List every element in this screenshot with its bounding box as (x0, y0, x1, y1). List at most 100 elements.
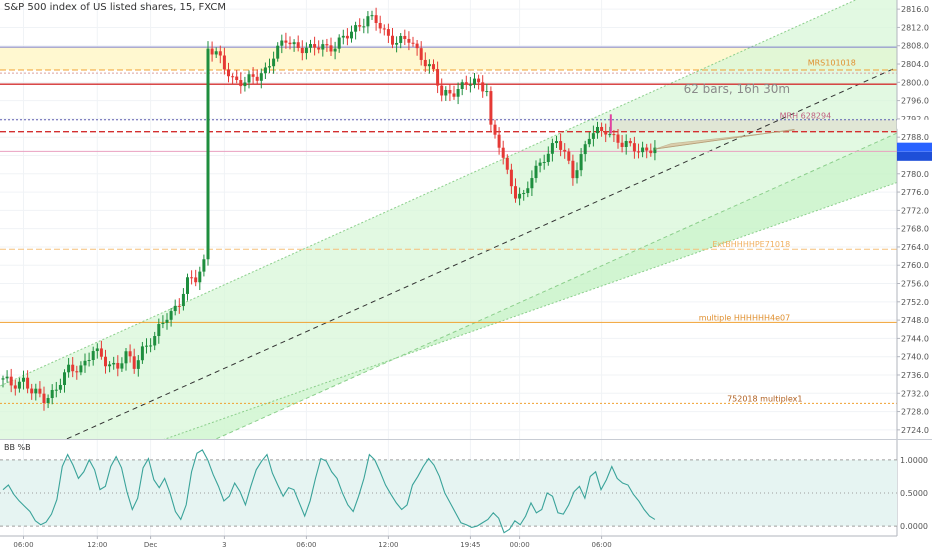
candle-body-129 (530, 178, 534, 189)
candle-body-153 (628, 140, 632, 144)
candle-body-142 (583, 144, 587, 155)
candle-body-62 (255, 76, 259, 81)
candle-body-134 (550, 143, 554, 154)
candle-body-114 (468, 84, 472, 86)
price-label-box-1 (897, 142, 932, 152)
candle-body-137 (563, 149, 567, 152)
candle-body-136 (559, 141, 563, 150)
candle-body-119 (489, 91, 493, 125)
candle-body-0 (1, 378, 5, 380)
annotation-0: 62 bars, 16h 30m (684, 82, 791, 96)
candle-body-61 (251, 74, 255, 77)
candle-body-77 (317, 47, 321, 50)
price-tick-label-7: 2788.0 (901, 133, 929, 142)
price-tick-label-4: 2800.0 (901, 78, 929, 87)
candle-body-41 (169, 311, 173, 320)
candle-body-78 (321, 44, 325, 50)
price-tick-label-20: 2736.0 (901, 371, 929, 380)
candle-body-91 (374, 15, 378, 23)
candle-body-150 (616, 134, 620, 143)
candle-body-106 (436, 69, 440, 86)
candle-body-154 (632, 143, 636, 152)
time-tick-label-4: 06:00 (296, 541, 316, 549)
price-tick-label-19: 2740.0 (901, 353, 929, 362)
candle-body-19 (79, 365, 83, 373)
channel-upper-band (0, 0, 897, 439)
candle-body-66 (272, 58, 276, 67)
candle-body-123 (505, 157, 509, 170)
candle-body-59 (243, 82, 247, 87)
candle-body-111 (456, 89, 460, 97)
candle-body-46 (190, 277, 194, 279)
candle-body-121 (497, 134, 501, 148)
candle-body-16 (67, 364, 71, 373)
candle-body-12 (50, 389, 54, 399)
candle-body-70 (288, 42, 292, 45)
candle-body-86 (354, 25, 358, 32)
price-tick-label-5: 2796.0 (901, 97, 929, 106)
price-label-box-3 (897, 119, 932, 129)
price-axis-bg (897, 0, 932, 550)
price-tick-label-15: 2756.0 (901, 280, 929, 289)
annotation-4: multiple HHHHHH4e07 (699, 313, 791, 322)
candle-body-87 (358, 25, 362, 27)
candle-body-28 (116, 362, 120, 369)
candle-body-50 (206, 48, 210, 260)
candle-body-73 (300, 47, 304, 54)
oscillator-tick-label-1: 0.5000 (900, 489, 928, 498)
candle-body-146 (600, 126, 604, 132)
candle-body-25 (104, 356, 107, 367)
price-tick-label-22: 2728.0 (901, 408, 929, 417)
candle-body-99 (407, 38, 411, 43)
candle-body-80 (329, 45, 333, 52)
candle-body-148 (608, 134, 612, 136)
candle-body-89 (366, 16, 370, 27)
candle-body-108 (444, 89, 448, 96)
candle-body-47 (194, 277, 198, 283)
candle-body-100 (411, 42, 415, 44)
candle-body-125 (514, 186, 517, 199)
time-tick-label-1: 12:00 (87, 541, 107, 549)
candle-body-34 (140, 346, 144, 361)
candle-body-96 (395, 42, 399, 45)
candle-body-135 (555, 141, 558, 144)
candle-body-44 (181, 293, 185, 307)
candle-body-6 (26, 377, 30, 389)
annotation-3: ExtBHHHHPE71018 (712, 240, 790, 249)
candle-body-112 (460, 82, 464, 90)
candle-body-65 (268, 66, 271, 68)
chart-title: S&P 500 index of US listed shares, 15, F… (4, 2, 227, 13)
oscillator-title: BB %B (4, 443, 31, 452)
candle-body-17 (71, 364, 75, 372)
candle-body-107 (440, 85, 444, 96)
annotation-2: MRS101018 (808, 59, 856, 68)
candle-body-143 (587, 138, 591, 145)
candle-body-31 (128, 351, 132, 357)
price-tick-label-0: 2816.0 (901, 5, 929, 14)
price-label-box-2 (897, 151, 932, 161)
candle-body-133 (546, 153, 550, 163)
candle-body-93 (382, 28, 386, 30)
candle-body-8 (34, 388, 38, 394)
candle-body-20 (83, 360, 87, 366)
candle-body-90 (370, 15, 374, 17)
candle-body-63 (259, 73, 263, 81)
candle-body-32 (132, 356, 136, 369)
candle-body-48 (198, 271, 202, 283)
candle-body-33 (136, 360, 140, 369)
candle-body-51 (210, 48, 214, 55)
price-tick-label-21: 2732.0 (901, 389, 929, 398)
price-tick-label-1: 2812.0 (901, 23, 929, 32)
candle-body-26 (108, 364, 112, 367)
candle-body-128 (526, 188, 530, 194)
candle-body-74 (304, 47, 308, 54)
candle-body-7 (30, 388, 34, 394)
price-tick-label-3: 2804.0 (901, 60, 929, 69)
candle-body-116 (477, 78, 481, 83)
candle-body-81 (333, 48, 337, 52)
candle-body-57 (235, 76, 239, 81)
candle-body-40 (165, 319, 169, 323)
candle-body-83 (341, 35, 345, 38)
annotation-5: 752018 multiplex1 (727, 394, 802, 403)
candle-body-155 (637, 151, 640, 153)
